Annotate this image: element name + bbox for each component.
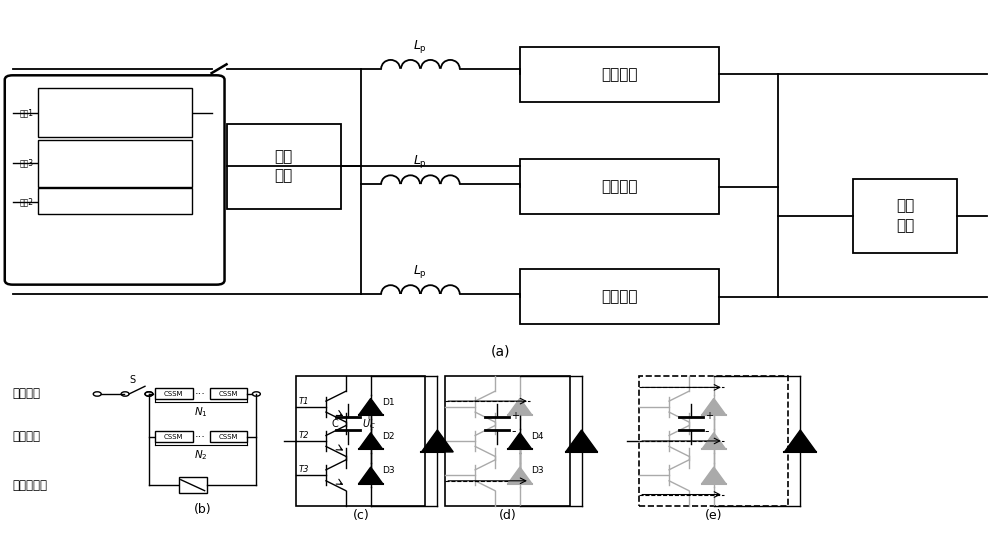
Polygon shape — [702, 398, 726, 415]
Text: 限流
阀段: 限流 阀段 — [896, 198, 914, 233]
Text: VT₄: VT₄ — [115, 127, 125, 132]
Text: MOA₁: MOA₁ — [129, 93, 146, 98]
Bar — [520, 159, 719, 214]
Bar — [155, 431, 193, 442]
Text: (e): (e) — [705, 509, 723, 522]
Polygon shape — [359, 398, 383, 415]
Text: +: + — [364, 411, 372, 421]
Text: CSSM: CSSM — [219, 391, 238, 397]
Text: $L_\mathrm{p}$: $L_\mathrm{p}$ — [413, 263, 427, 280]
FancyBboxPatch shape — [5, 75, 225, 285]
Text: CSSM: CSSM — [164, 391, 184, 397]
Text: VH: VH — [73, 163, 82, 168]
Text: ···: ··· — [195, 432, 206, 442]
Text: -: - — [511, 425, 515, 438]
Text: $U_C$: $U_C$ — [362, 417, 376, 431]
Text: T3: T3 — [299, 465, 309, 475]
Text: D3: D3 — [382, 466, 395, 476]
Bar — [520, 47, 719, 102]
Polygon shape — [702, 433, 726, 449]
Text: S: S — [129, 375, 135, 385]
Text: -: - — [705, 425, 709, 438]
Text: D₄: D₄ — [116, 108, 124, 113]
Text: T1: T1 — [299, 397, 309, 406]
Polygon shape — [508, 433, 532, 449]
Text: $N_1$: $N_1$ — [194, 405, 208, 419]
Text: 断路阀段: 断路阀段 — [601, 67, 638, 82]
Polygon shape — [508, 467, 532, 483]
Bar — [210, 388, 247, 400]
Text: 限流
阀段: 限流 阀段 — [275, 149, 293, 184]
Bar — [227, 124, 341, 209]
Text: ···: ··· — [195, 389, 206, 399]
Text: $L_\mathrm{p}$: $L_\mathrm{p}$ — [413, 153, 427, 170]
Text: 支路1: 支路1 — [20, 108, 34, 117]
Bar — [296, 376, 425, 506]
Polygon shape — [359, 467, 383, 483]
Bar — [445, 376, 570, 506]
Polygon shape — [421, 430, 453, 452]
Text: (d): (d) — [499, 509, 516, 522]
Text: 转移支路: 转移支路 — [13, 430, 41, 443]
Polygon shape — [702, 467, 726, 483]
Text: C: C — [331, 419, 338, 429]
Text: C: C — [125, 161, 129, 166]
Text: 断路阀段: 断路阀段 — [601, 179, 638, 194]
Bar — [520, 269, 719, 324]
Bar — [38, 88, 192, 138]
Text: D2: D2 — [382, 432, 395, 441]
Text: CSSM: CSSM — [164, 434, 184, 440]
Polygon shape — [508, 398, 532, 415]
Text: UFD₁: UFD₁ — [60, 127, 75, 132]
Text: (b): (b) — [194, 503, 211, 516]
Text: CSSM: CSSM — [219, 434, 238, 440]
Bar — [155, 388, 193, 400]
Text: D₃: D₃ — [91, 108, 98, 113]
Text: 断路阀段: 断路阀段 — [601, 289, 638, 304]
Text: MOA₂: MOA₂ — [92, 199, 109, 204]
Text: $L_\mathrm{p}$: $L_\mathrm{p}$ — [413, 38, 427, 55]
Text: +: + — [705, 411, 713, 421]
Text: (c): (c) — [352, 509, 369, 522]
Bar — [38, 140, 192, 187]
Bar — [179, 477, 207, 493]
Text: D3: D3 — [531, 466, 544, 476]
Bar — [38, 189, 192, 214]
Bar — [853, 179, 957, 253]
Text: $N_2$: $N_2$ — [194, 448, 208, 462]
Text: D1: D1 — [382, 398, 395, 407]
Text: 支路2: 支路2 — [20, 197, 34, 206]
Text: 避雷器支路: 避雷器支路 — [13, 479, 48, 492]
Bar — [639, 376, 788, 506]
Text: +: + — [511, 411, 519, 421]
Polygon shape — [784, 430, 816, 452]
Text: 支路3: 支路3 — [20, 159, 34, 168]
Bar — [210, 431, 247, 442]
Text: 通流支路: 通流支路 — [13, 387, 41, 401]
Text: (a): (a) — [490, 345, 510, 359]
Text: VT₃: VT₃ — [90, 127, 101, 132]
Text: T2: T2 — [299, 431, 309, 440]
Polygon shape — [566, 430, 597, 452]
Polygon shape — [359, 433, 383, 449]
Text: D4: D4 — [532, 432, 544, 441]
Text: UFD₂: UFD₂ — [67, 93, 82, 98]
